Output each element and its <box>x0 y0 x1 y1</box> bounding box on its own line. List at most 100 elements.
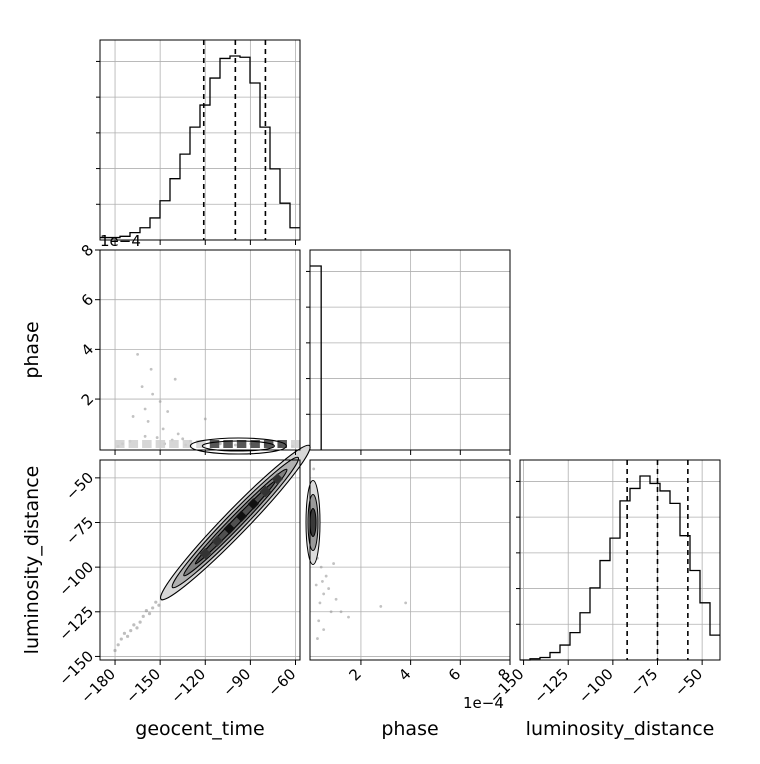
scatter-point-phase-lum-7 <box>319 565 323 569</box>
scatter-point-phase-lum-9 <box>314 583 318 587</box>
scatter-point-geocent-phase-10 <box>181 437 185 441</box>
tick-label-y-luminosity_distance-1: −125 <box>55 603 97 645</box>
scatter-point-geocent-lum-1 <box>116 643 120 647</box>
histogram-phase <box>310 265 322 450</box>
contour-geocent-phase-inner <box>201 440 275 452</box>
scatter-point-geocent-phase-3 <box>146 420 150 423</box>
scatter-point-geocent-lum-0 <box>113 648 117 653</box>
frame-layer <box>99 39 721 661</box>
scatter-point-geocent-phase-26 <box>149 367 153 371</box>
tick-label-x-phase-0: 2 <box>345 665 364 684</box>
panel-frame-phase-luminosity_distance <box>309 459 511 661</box>
tick-label-x-luminosity_distance-3: −75 <box>626 665 661 700</box>
tick-label-x-luminosity_distance-4: −50 <box>671 665 706 700</box>
x-axis-label-phase: phase <box>381 718 438 740</box>
density-cell-geocent-phase-3 <box>155 440 166 448</box>
tick-label-y-luminosity_distance-4: −50 <box>62 469 97 504</box>
scatter-point-geocent-lum-3 <box>122 631 127 635</box>
scatter-point-geocent-phase-17 <box>155 436 159 439</box>
scatter-point-phase-lum-14 <box>339 610 343 614</box>
y-axis-label-phase: phase <box>21 321 43 378</box>
scatter-point-geocent-phase-20 <box>233 443 237 447</box>
scatter-point-geocent-lum-5 <box>129 628 133 633</box>
density-cell-geocent-phase-8 <box>223 440 233 448</box>
density-cell-geocent-phase-13 <box>290 440 301 448</box>
density-cell-geocent-phase-12 <box>277 440 287 448</box>
scatter-point-geocent-lum-8 <box>138 620 142 624</box>
tick-label-x-geocent_time-2: −120 <box>167 665 209 707</box>
tick-label-y-phase-3: 8 <box>78 241 97 260</box>
histogram-luminosity_distance <box>520 475 720 661</box>
tick-label-y-luminosity_distance-2: −100 <box>55 558 97 600</box>
scatter-point-geocent-phase-19 <box>218 442 222 446</box>
scatter-point-geocent-phase-7 <box>166 410 170 413</box>
scatter-point-geocent-lum-6 <box>132 623 136 627</box>
scatter-point-geocent-phase-4 <box>151 392 155 396</box>
scatter-point-phase-lum-22 <box>347 615 350 619</box>
scatter-point-geocent-phase-18 <box>203 417 207 421</box>
scatter-point-phase-lum-19 <box>327 587 331 590</box>
density-cell-geocent-phase-9 <box>236 440 247 448</box>
scatter-point-geocent-lum-11 <box>147 612 152 616</box>
density-cell-geocent-lum-2 <box>223 523 235 535</box>
scatter-point-geocent-lum-9 <box>141 614 145 618</box>
panel-frame-phase-phase <box>309 249 511 451</box>
panel-frame-geocent_time-geocent_time <box>99 39 301 241</box>
scatter-point-geocent-phase-2 <box>143 407 147 411</box>
density-cell-geocent-phase-6 <box>196 440 206 448</box>
scatter-point-geocent-phase-9 <box>176 432 180 436</box>
scatter-point-phase-lum-0 <box>312 467 316 471</box>
scatter-point-geocent-lum-14 <box>157 603 161 607</box>
tick-label-x-geocent_time-3: −90 <box>219 665 254 700</box>
x-axis-label-luminosity-distance: luminosity_distance <box>526 718 715 740</box>
scatter-point-phase-lum-15 <box>379 605 383 608</box>
scatter-point-geocent-phase-13 <box>143 434 147 438</box>
scatter-point-geocent-lum-7 <box>135 626 139 630</box>
tick-label-y-phase-1: 4 <box>78 340 97 359</box>
density-cell-geocent-phase-4 <box>169 440 179 448</box>
scatter-point-phase-lum-12 <box>329 610 333 614</box>
tick-label-x-phase-1: 4 <box>395 665 414 684</box>
scatter-point-geocent-phase-5 <box>158 400 162 403</box>
density-cell-geocent-phase-10 <box>250 440 260 448</box>
density-cell-geocent-lum-3 <box>235 510 248 522</box>
contour-phase-lum-inner <box>309 508 317 537</box>
tick-label-x-luminosity_distance-1: −125 <box>530 665 572 707</box>
scatter-point-geocent-lum-12 <box>151 606 155 610</box>
density-cell-geocent-lum-5 <box>259 485 272 498</box>
tick-label-x-luminosity_distance-2: −100 <box>575 665 617 707</box>
panel-frame-luminosity_distance-luminosity_distance <box>519 459 721 661</box>
scatter-point-phase-lum-23 <box>316 637 319 640</box>
scatter-point-geocent-phase-1 <box>140 385 144 389</box>
scatter-point-geocent-phase-25 <box>131 415 135 418</box>
scatter-point-geocent-phase-0 <box>136 352 139 356</box>
tick-label-x-geocent_time-4: −60 <box>264 665 299 700</box>
histogram-geocent_time <box>100 55 300 239</box>
phase-scale-label-bottom: 1e−4 <box>463 694 504 712</box>
density-cell-geocent-phase-11 <box>263 440 274 448</box>
tick-label-x-geocent_time-1: −150 <box>122 665 164 707</box>
scatter-point-geocent-phase-8 <box>173 377 177 381</box>
tick-label-x-phase-2: 6 <box>445 665 464 684</box>
scatter-point-phase-lum-11 <box>318 601 322 605</box>
tick-layer: −180 −150 −120 −90 −60 2 4 6 8−150 −125 −100 −75 −50… <box>55 60 706 707</box>
tick-label-y-phase-0: 2 <box>78 390 97 409</box>
scatter-point-phase-lum-16 <box>404 601 408 605</box>
scatter-point-phase-lum-21 <box>321 580 324 583</box>
scatter-point-geocent-lum-4 <box>125 634 130 638</box>
contour-geocent-phase-outer <box>189 437 287 455</box>
density-cell-geocent-phase-1 <box>128 440 139 448</box>
scatter-point-phase-lum-17 <box>322 628 326 632</box>
phase-scale-label-left: 1e−4 <box>100 232 141 250</box>
density-cell-geocent-lum-1 <box>211 535 223 547</box>
scatter-point-geocent-lum-10 <box>144 609 148 613</box>
scatter-point-geocent-lum-13 <box>154 600 158 604</box>
scatter-point-geocent-phase-6 <box>161 427 165 431</box>
density-cell-geocent-phase-2 <box>142 440 152 448</box>
scatter-point-phase-lum-13 <box>317 619 321 623</box>
tick-label-y-phase-2: 6 <box>78 290 97 309</box>
y-axis-label-luminosity-distance: luminosity_distance <box>21 466 43 655</box>
scatter-point-phase-lum-18 <box>334 597 338 601</box>
density-cell-geocent-lum-6 <box>271 473 284 485</box>
